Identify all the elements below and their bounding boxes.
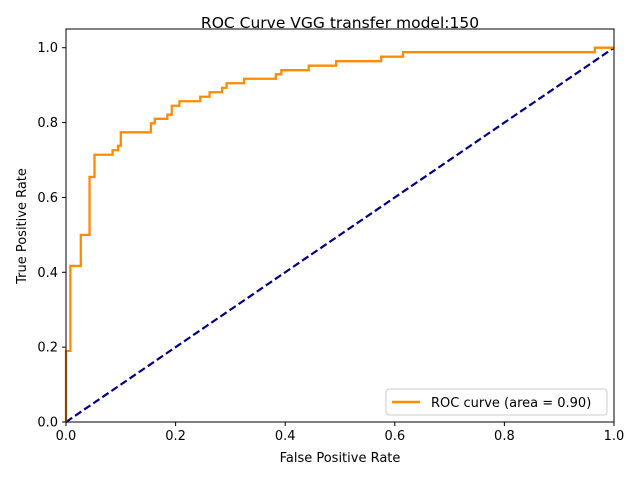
roc-curve-line xyxy=(64,46,614,422)
x-tick-label: 0.4 xyxy=(275,429,296,444)
chart-title: ROC Curve VGG transfer model:150 xyxy=(201,14,479,32)
y-axis: 0.0 0.2 0.4 0.6 0.8 1.0 xyxy=(37,41,66,431)
x-tick-label: 0.0 xyxy=(56,429,77,444)
legend-box xyxy=(385,388,608,416)
legend: ROC curve (area = 0.90) xyxy=(385,388,608,416)
x-tick-label: 0.6 xyxy=(384,429,405,444)
plot-frame xyxy=(65,28,615,423)
y-tick-label: 0.4 xyxy=(37,266,58,281)
x-tick-label: 1.0 xyxy=(604,429,625,444)
y-tick-label: 0.2 xyxy=(37,341,58,356)
x-axis: 0.0 0.2 0.4 0.6 0.8 1.0 xyxy=(56,422,625,444)
x-axis-title: False Positive Rate xyxy=(280,451,401,466)
legend-label: ROC curve (area = 0.90) xyxy=(431,396,591,411)
y-tick-label: 0.0 xyxy=(37,416,58,431)
y-tick-label: 0.6 xyxy=(37,191,58,206)
chance-diagonal-line xyxy=(65,46,615,423)
x-tick-label: 0.2 xyxy=(165,429,186,444)
x-tick-label: 0.8 xyxy=(494,429,515,444)
y-tick-label: 1.0 xyxy=(37,41,58,56)
plot-area xyxy=(64,46,615,423)
y-tick-label: 0.8 xyxy=(37,116,58,131)
y-axis-title: True Positive Rate xyxy=(15,168,30,285)
